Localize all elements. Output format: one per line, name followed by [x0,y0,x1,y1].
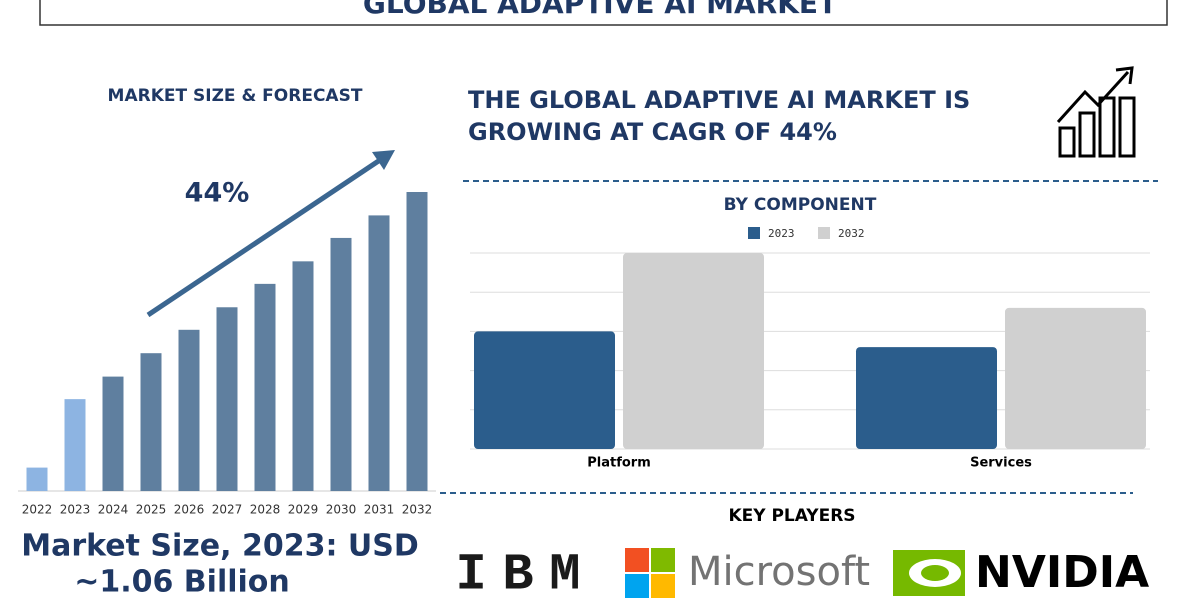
bar [254,283,276,491]
growth-arrow [146,157,382,318]
bar [64,399,86,491]
section-title: KEY PLAYERS [728,506,855,526]
bar [368,215,390,491]
x-tick-label: Services [970,456,1032,471]
headline: THE GLOBAL ADAPTIVE AI MARKET IS [468,86,970,114]
market-size: Market Size, 2023: USD [21,529,419,564]
bar [26,467,48,491]
bar [856,347,997,449]
page-title: GLOBAL ADAPTIVE AI MARKET [363,0,837,20]
bar [178,329,200,491]
company-logo: Microsoft [688,549,870,595]
legend-label: 2032 [838,227,865,240]
legend-swatch [818,227,830,239]
bar [140,353,162,491]
bar [102,376,124,491]
x-tick-label: 2026 [174,503,205,517]
chart-title: BY COMPONENT [724,195,877,215]
x-tick-label: Platform [587,456,651,471]
market-size: ~1.06 Billion [74,565,290,600]
x-tick-label: 2025 [136,503,167,517]
nvidia-eye [893,550,965,596]
company-logo: NVIDIA [975,547,1149,598]
headline: GROWING AT CAGR OF 44% [468,118,837,146]
x-tick-label: 2022 [22,503,53,517]
microsoft-squares [625,548,675,598]
title-box [39,0,1168,26]
company-logo: IBM [456,546,581,600]
bar [292,261,314,491]
x-tick-label: 2027 [212,503,243,517]
x-tick-label: 2030 [326,503,357,517]
x-tick-label: 2028 [250,503,281,517]
arrow-head [372,150,395,170]
x-tick-label: 2029 [288,503,319,517]
legend-swatch [748,227,760,239]
x-tick-label: 2031 [364,503,395,517]
legend-label: 2023 [768,227,795,240]
x-tick-label: 2023 [60,503,91,517]
bar [216,307,238,491]
x-tick-label: 2024 [98,503,129,517]
bar [623,253,764,449]
growth-icon [1056,66,1136,158]
bar [474,331,615,449]
annotation: 44% [185,178,250,209]
x-tick-label: 2032 [402,503,433,517]
bar [1005,307,1146,449]
bar [330,237,352,491]
bar [406,192,428,491]
chart-title: MARKET SIZE & FORECAST [108,86,363,106]
